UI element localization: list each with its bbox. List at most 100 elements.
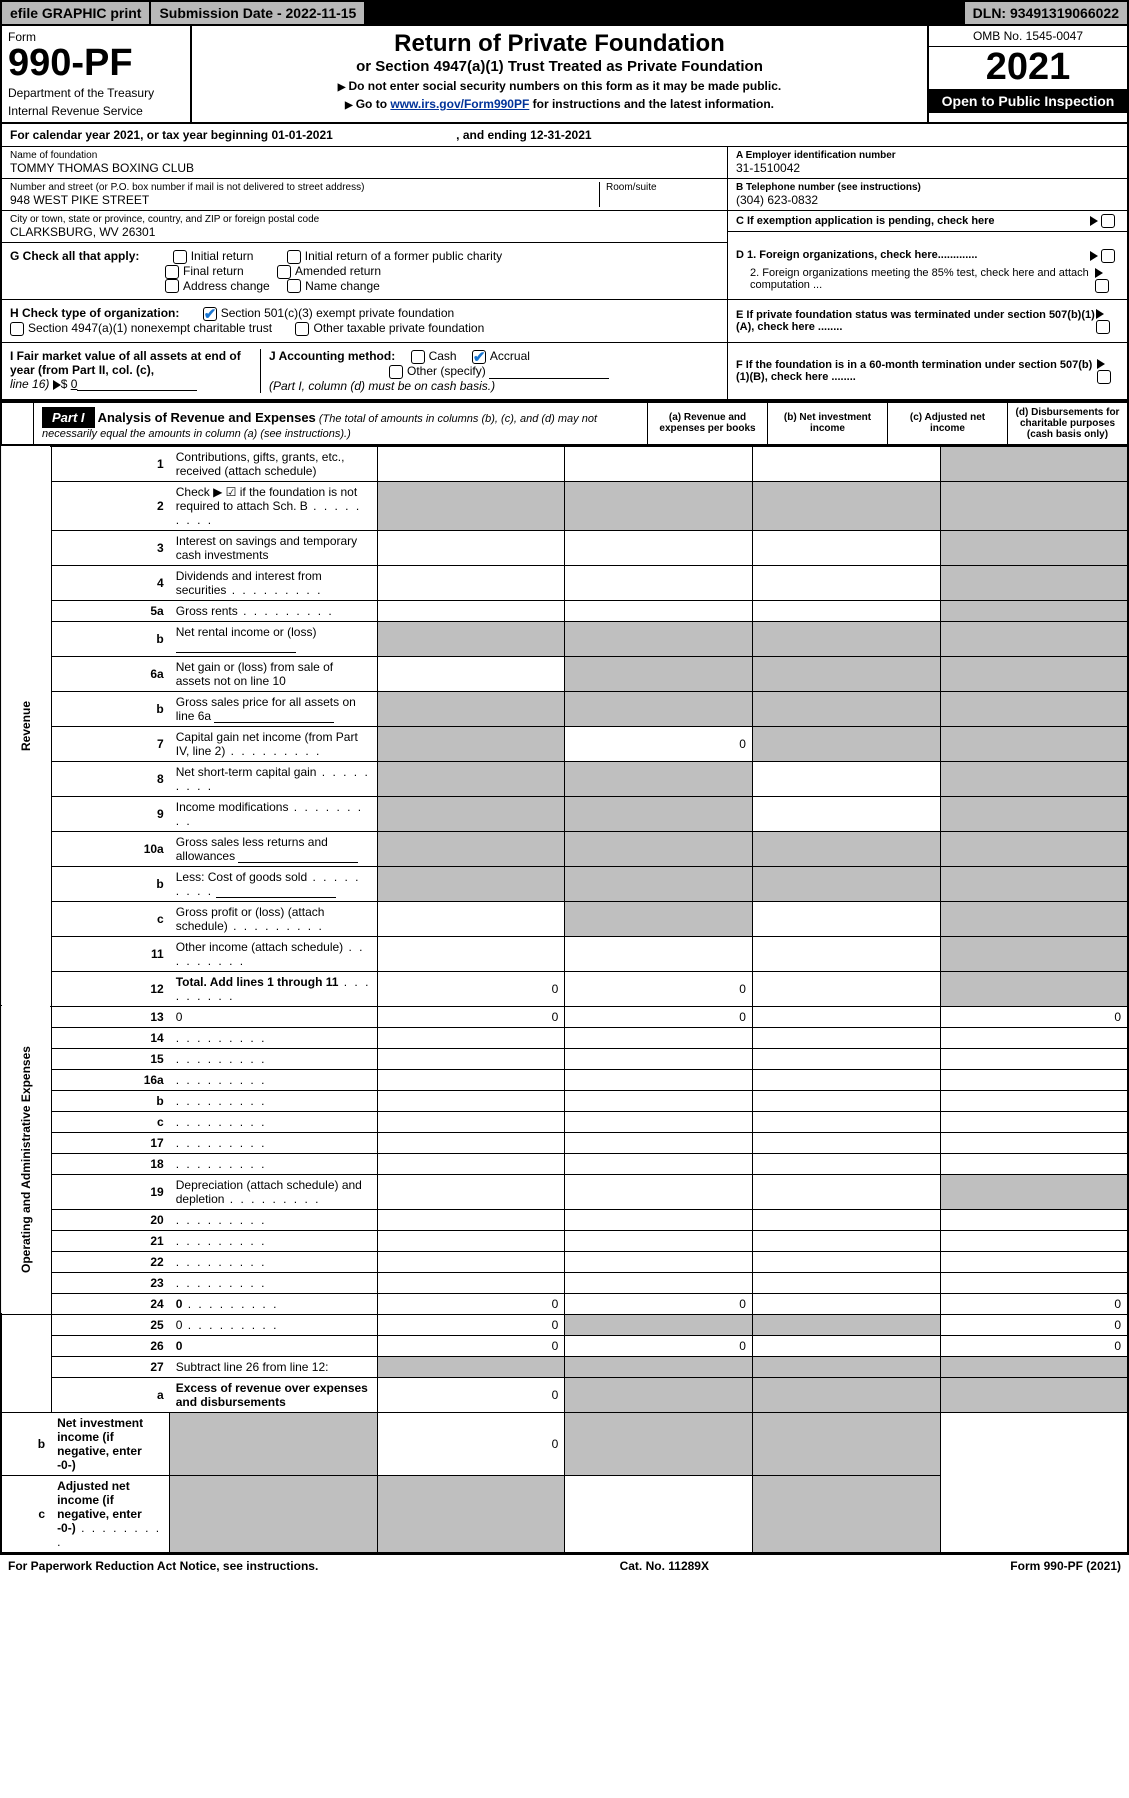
cell-a [377, 1153, 565, 1174]
g-label: G Check all that apply: [10, 249, 139, 263]
cell-d [940, 565, 1128, 600]
line-desc: Interest on savings and temporary cash i… [170, 530, 377, 565]
line-number: 10a [51, 831, 170, 866]
cell-b [565, 530, 753, 565]
tel-row: B Telephone number (see instructions) (3… [728, 179, 1127, 211]
section-i-j-f: I Fair market value of all assets at end… [0, 343, 1129, 401]
opt-other-taxable: Other taxable private foundation [313, 321, 484, 335]
line-number: 9 [51, 796, 170, 831]
line-number: b [1, 1412, 51, 1475]
line-number: c [1, 1475, 51, 1553]
table-row: 23 [1, 1272, 1128, 1293]
line-number: 21 [51, 1230, 170, 1251]
efile-label[interactable]: efile GRAPHIC print [2, 2, 151, 24]
cell-c [752, 1314, 940, 1335]
checkbox-c[interactable] [1101, 214, 1115, 228]
cell-b [565, 901, 753, 936]
cell-d [940, 1272, 1128, 1293]
cell-c [752, 1069, 940, 1090]
cell-d [940, 726, 1128, 761]
chk-4947[interactable] [10, 322, 24, 336]
foundation-left: Name of foundation TOMMY THOMAS BOXING C… [2, 147, 727, 243]
cell-d [940, 600, 1128, 621]
tel-value: (304) 623-0832 [736, 193, 1119, 207]
cell-c [752, 1027, 940, 1048]
irs-link[interactable]: www.irs.gov/Form990PF [390, 97, 529, 111]
cell-d [940, 1377, 1128, 1412]
cell-c [752, 1132, 940, 1153]
cell-b [565, 1027, 753, 1048]
line-number: 27 [51, 1356, 170, 1377]
chk-initial-return[interactable] [173, 250, 187, 264]
submission-date: Submission Date - 2022-11-15 [151, 2, 366, 24]
chk-final[interactable] [165, 265, 179, 279]
line-number: 2 [51, 481, 170, 530]
cell-b [565, 1048, 753, 1069]
j-label: J Accounting method: [269, 349, 395, 363]
col-b-head: (b) Net investment income [767, 403, 887, 444]
section-i-j: I Fair market value of all assets at end… [2, 343, 727, 399]
line-number: 18 [51, 1153, 170, 1174]
cell-b [565, 1377, 753, 1412]
chk-initial-former[interactable] [287, 250, 301, 264]
cell-a [377, 565, 565, 600]
line-number: b [51, 866, 170, 901]
cell-b: 0 [377, 1412, 565, 1475]
table-row: 240000 [1, 1293, 1128, 1314]
cell-a [377, 1048, 565, 1069]
chk-accrual[interactable] [472, 350, 486, 364]
line-desc: Capital gain net income (from Part IV, l… [170, 726, 377, 761]
cell-d [752, 1412, 940, 1475]
cell-a: 0 [377, 1377, 565, 1412]
line-desc: Dividends and interest from securities [170, 565, 377, 600]
chk-d1[interactable] [1101, 249, 1115, 263]
cell-d [940, 1090, 1128, 1111]
chk-f[interactable] [1097, 370, 1111, 384]
line-number: 12 [51, 971, 170, 1006]
chk-amended[interactable] [277, 265, 291, 279]
chk-cash[interactable] [411, 350, 425, 364]
cell-c [752, 1174, 940, 1209]
line-desc: 0 [170, 1006, 377, 1027]
chk-address[interactable] [165, 279, 179, 293]
line-desc: Excess of revenue over expenses and disb… [170, 1377, 377, 1412]
chk-d2[interactable] [1095, 279, 1109, 293]
chk-other-taxable[interactable] [295, 322, 309, 336]
foundation-right: A Employer identification number 31-1510… [727, 147, 1127, 243]
line-number: b [51, 621, 170, 656]
chk-other-method[interactable] [389, 365, 403, 379]
chk-e[interactable] [1096, 320, 1110, 334]
cell-b [565, 1356, 753, 1377]
cell-a [377, 1027, 565, 1048]
cell-a [377, 1111, 565, 1132]
cell-c [752, 1335, 940, 1356]
part1-table: Revenue1Contributions, gifts, grants, et… [0, 446, 1129, 1554]
line-number: 6a [51, 656, 170, 691]
line-number: b [51, 691, 170, 726]
opt-501c3: Section 501(c)(3) exempt private foundat… [221, 306, 454, 320]
cell-c [752, 530, 940, 565]
table-row: 22 [1, 1251, 1128, 1272]
cell-c [752, 831, 940, 866]
chk-501c3[interactable] [203, 307, 217, 321]
opt-address: Address change [183, 279, 270, 293]
table-row: 19Depreciation (attach schedule) and dep… [1, 1174, 1128, 1209]
table-row: 17 [1, 1132, 1128, 1153]
table-row: 2Check ▶ ☑ if the foundation is not requ… [1, 481, 1128, 530]
cell-a: 0 [377, 1293, 565, 1314]
line-desc [170, 1048, 377, 1069]
part1-label: Part I [42, 407, 95, 428]
cell-a [377, 1209, 565, 1230]
cell-d [940, 1027, 1128, 1048]
line-number: 3 [51, 530, 170, 565]
cell-d [940, 1209, 1128, 1230]
cell-a [377, 831, 565, 866]
cell-c [752, 1209, 940, 1230]
cell-a [377, 936, 565, 971]
cell-c [752, 1090, 940, 1111]
cell-a [377, 1251, 565, 1272]
cell-b [565, 446, 753, 481]
section-g-d: G Check all that apply: Initial return I… [0, 243, 1129, 300]
omb-number: OMB No. 1545-0047 [929, 26, 1127, 47]
chk-name[interactable] [287, 279, 301, 293]
